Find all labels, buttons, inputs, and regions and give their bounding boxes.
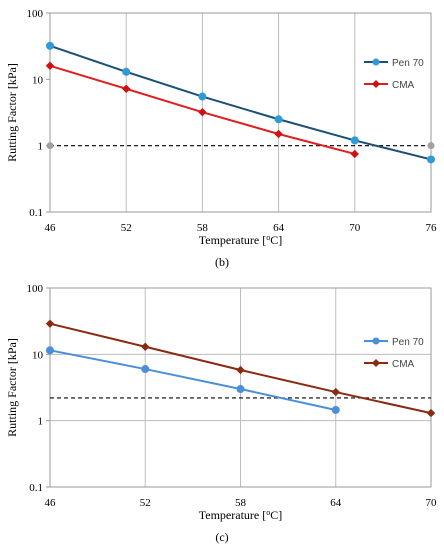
data-point [274,129,283,139]
data-point [331,405,340,414]
x-axis-label-sup: o [266,508,270,517]
data-point [350,136,359,145]
legend-marker [372,337,380,345]
panel-label: (b) [215,255,229,269]
x-tick-label: 64 [330,497,342,509]
x-tick-label: 52 [140,497,151,509]
y-tick-label: 0.1 [29,207,43,219]
chart-c: 0.1 1 10 100 46 52 58 64 70 Pen 70 CMA Rutting Fact… [5,283,437,544]
data-point [46,346,54,355]
x-tick-label: 64 [273,222,285,234]
legend-marker [372,58,380,66]
legend-label: Pen 70 [392,58,424,69]
y-tick-label: 100 [27,283,44,295]
data-point [236,365,245,375]
x-tick-label: 70 [426,497,438,509]
data-point [45,319,55,328]
data-point [141,342,150,351]
legend-marker [372,80,380,88]
x-tick-label: 58 [235,497,247,509]
data-point [426,408,436,418]
legend-label: CMA [392,359,415,370]
plot-frame [49,12,432,213]
data-point [198,107,207,117]
x-tick-label: 76 [426,222,438,234]
data-point [45,61,55,70]
data-point [122,67,131,76]
data-point [141,365,150,374]
data-point [331,387,340,397]
reference-end-marker [46,142,54,150]
y-axis-label: Rutting Factor [kPa] [5,63,19,162]
y-axis-label: Rutting Factor [kPa] [5,338,19,437]
x-tick-label: 46 [45,497,57,509]
data-point [122,84,131,93]
data-point [46,41,54,50]
x-tick-label: 52 [121,222,132,234]
x-axis-label-sup: o [266,233,270,242]
x-tick-label: 46 [45,222,57,234]
y-tick-label: 1 [38,416,44,428]
data-point [236,385,245,394]
x-axis-label-tail: C] [270,233,282,247]
x-axis-label-main: Temperature [ [199,233,266,247]
panel-label: (c) [215,530,228,544]
y-tick-label: 100 [27,8,44,20]
y-tick-label: 1 [38,141,44,153]
y-tick-label: 10 [32,74,44,86]
x-axis-label: Temperature [oC] [199,233,282,247]
plot-frame [49,287,432,488]
chart-b: 0.1 1 10 100 46 52 58 64 70 76 Pen 70 CMA Rutting Fa… [5,8,437,269]
data-point [198,92,207,101]
y-tick-label: 10 [32,349,44,361]
data-point [350,149,359,159]
legend-label: Pen 70 [392,337,424,348]
x-tick-label: 58 [197,222,209,234]
legend-marker [372,359,380,367]
data-point [427,155,435,164]
x-axis-label-tail: C] [270,508,282,522]
series-line-pen70 [49,44,432,161]
reference-end-marker [427,142,435,150]
series-line-pen70 [49,349,336,411]
x-axis-label-main: Temperature [ [199,508,266,522]
x-axis-label: Temperature [oC] [199,508,282,522]
y-tick-label: 0.1 [29,482,43,494]
x-tick-label: 70 [349,222,361,234]
data-point [274,115,283,124]
legend-label: CMA [392,80,415,91]
